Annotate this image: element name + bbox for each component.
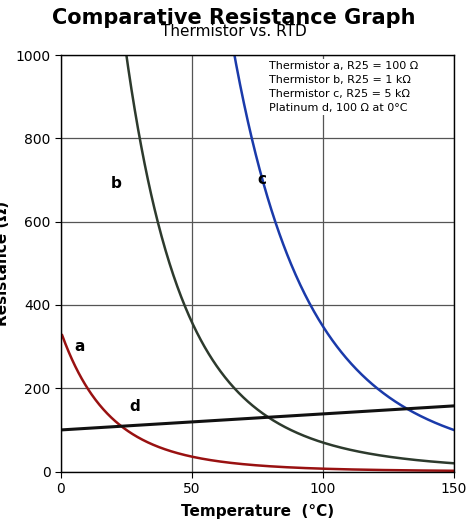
Text: b: b [110,176,122,191]
X-axis label: Temperature  (°C): Temperature (°C) [181,504,334,519]
Text: d: d [129,399,140,414]
Text: Thermistor vs. RTD: Thermistor vs. RTD [161,24,307,39]
Text: a: a [74,339,84,354]
Text: Comparative Resistance Graph: Comparative Resistance Graph [52,8,416,28]
Text: c: c [257,172,266,187]
Text: Thermistor a, R25 = 100 Ω
Thermistor b, R25 = 1 kΩ
Thermistor c, R25 = 5 kΩ
Plat: Thermistor a, R25 = 100 Ω Thermistor b, … [269,61,418,113]
Y-axis label: Resistance (Ω): Resistance (Ω) [0,201,10,326]
